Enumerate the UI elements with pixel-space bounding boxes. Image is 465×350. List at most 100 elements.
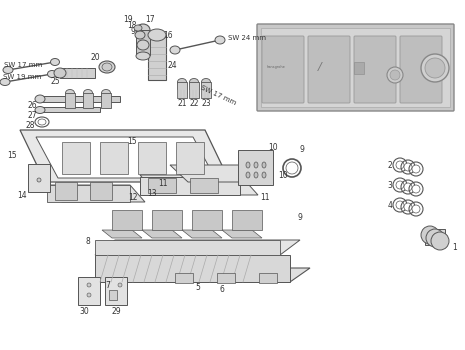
- Ellipse shape: [246, 172, 250, 178]
- Ellipse shape: [421, 226, 439, 244]
- Text: 18: 18: [127, 21, 137, 29]
- Text: 10: 10: [268, 142, 278, 152]
- Text: 7: 7: [106, 280, 111, 289]
- Bar: [259, 273, 277, 283]
- Bar: [109, 290, 117, 300]
- Ellipse shape: [35, 106, 45, 113]
- Text: 5: 5: [196, 284, 200, 293]
- Bar: [62, 142, 90, 174]
- Ellipse shape: [412, 185, 420, 193]
- Ellipse shape: [404, 163, 412, 171]
- Ellipse shape: [170, 46, 180, 54]
- Bar: [232, 210, 262, 230]
- FancyBboxPatch shape: [257, 24, 454, 111]
- Text: 17: 17: [145, 15, 155, 24]
- Ellipse shape: [421, 54, 449, 82]
- Bar: [90, 182, 112, 200]
- FancyBboxPatch shape: [354, 36, 396, 103]
- Text: 6: 6: [219, 286, 225, 294]
- Ellipse shape: [118, 283, 122, 287]
- Text: 9: 9: [299, 146, 305, 154]
- Ellipse shape: [3, 66, 13, 74]
- Ellipse shape: [404, 183, 412, 191]
- Ellipse shape: [412, 205, 420, 213]
- Ellipse shape: [0, 78, 10, 85]
- Polygon shape: [140, 175, 258, 195]
- Bar: [55, 182, 77, 200]
- Text: 10: 10: [278, 170, 288, 180]
- Polygon shape: [182, 230, 222, 238]
- Text: 21: 21: [177, 99, 187, 108]
- Ellipse shape: [37, 178, 41, 182]
- Text: 11: 11: [158, 178, 168, 188]
- Ellipse shape: [262, 172, 266, 178]
- Ellipse shape: [190, 78, 199, 85]
- Text: hansgrohe: hansgrohe: [266, 65, 286, 69]
- Ellipse shape: [102, 63, 112, 71]
- Ellipse shape: [201, 78, 211, 85]
- Ellipse shape: [254, 162, 258, 168]
- Text: 13: 13: [147, 189, 157, 197]
- Text: 14: 14: [17, 190, 27, 199]
- Polygon shape: [47, 185, 130, 202]
- Bar: [136, 30, 150, 55]
- Bar: [40, 96, 120, 102]
- Bar: [28, 164, 50, 192]
- Ellipse shape: [254, 172, 258, 178]
- Text: 8: 8: [86, 238, 90, 246]
- Ellipse shape: [136, 52, 150, 60]
- Ellipse shape: [101, 90, 111, 97]
- Ellipse shape: [84, 90, 93, 97]
- Text: 29: 29: [111, 308, 121, 316]
- Text: SW 19 mm: SW 19 mm: [3, 74, 41, 80]
- Text: 2: 2: [388, 161, 392, 169]
- Bar: [175, 273, 193, 283]
- Ellipse shape: [396, 181, 404, 189]
- Bar: [217, 273, 235, 283]
- Bar: [238, 150, 273, 185]
- Text: SW 17 mm: SW 17 mm: [200, 84, 237, 106]
- Bar: [112, 210, 142, 230]
- Ellipse shape: [412, 165, 420, 173]
- Bar: [78, 277, 100, 305]
- Polygon shape: [95, 268, 310, 282]
- Text: 19: 19: [123, 15, 133, 24]
- Text: 3: 3: [387, 181, 392, 189]
- Polygon shape: [102, 230, 142, 238]
- Bar: [192, 210, 222, 230]
- Text: 15: 15: [127, 138, 137, 147]
- Bar: [189, 82, 199, 98]
- Bar: [152, 210, 182, 230]
- Ellipse shape: [148, 29, 166, 41]
- Bar: [101, 93, 111, 108]
- Ellipse shape: [99, 61, 115, 73]
- Text: 20: 20: [90, 54, 100, 63]
- Ellipse shape: [87, 293, 91, 297]
- Text: 9: 9: [298, 212, 302, 222]
- Text: 22: 22: [189, 99, 199, 108]
- Bar: [105, 277, 127, 305]
- FancyBboxPatch shape: [308, 36, 350, 103]
- Bar: [354, 62, 364, 74]
- Ellipse shape: [178, 78, 186, 85]
- Ellipse shape: [137, 40, 149, 50]
- Text: 24: 24: [167, 61, 177, 70]
- Text: 28: 28: [25, 121, 35, 131]
- Ellipse shape: [262, 162, 266, 168]
- Text: SW 17 mm: SW 17 mm: [4, 62, 42, 68]
- Ellipse shape: [404, 203, 412, 211]
- Bar: [140, 177, 240, 195]
- Polygon shape: [222, 230, 262, 238]
- Text: 25: 25: [50, 77, 60, 86]
- Bar: [177, 82, 187, 98]
- Ellipse shape: [246, 162, 250, 168]
- Ellipse shape: [396, 161, 404, 169]
- Ellipse shape: [54, 68, 66, 78]
- Text: 26: 26: [27, 102, 37, 111]
- Text: /: /: [318, 62, 322, 72]
- Bar: [100, 142, 128, 174]
- Polygon shape: [95, 240, 300, 255]
- Bar: [148, 35, 166, 80]
- Text: 27: 27: [27, 112, 37, 120]
- Polygon shape: [95, 255, 290, 282]
